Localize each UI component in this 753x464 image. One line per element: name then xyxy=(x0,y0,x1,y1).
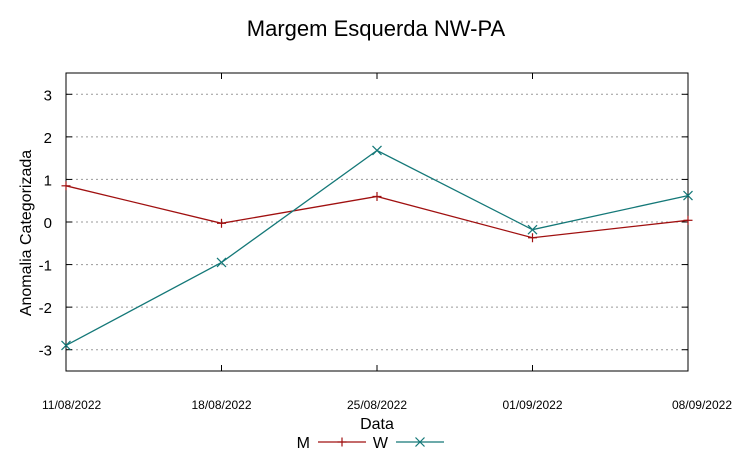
data-point-m xyxy=(683,215,693,225)
y-axis-label: Anomalia Categorizada xyxy=(18,150,35,316)
y-axis-ticks: -3 -2 -1 0 1 2 3 xyxy=(39,87,688,360)
legend-marker-m xyxy=(337,437,347,447)
x-tick-label: 18/08/2022 xyxy=(191,398,251,412)
data-point-w-stroke xyxy=(61,340,71,351)
legend-marker-w xyxy=(415,437,425,447)
data-point-w-stroke xyxy=(216,257,227,268)
y-tick-label: -2 xyxy=(39,300,52,317)
x-axis-label: Data xyxy=(360,416,394,433)
x-tick-label: 11/08/2022 xyxy=(42,398,101,412)
y-tick-label: -3 xyxy=(39,343,52,360)
y-tick-label: 0 xyxy=(44,215,52,232)
x-tick-label: 25/08/2022 xyxy=(347,398,407,412)
y-tick-label: -1 xyxy=(39,258,52,275)
data-point-m xyxy=(528,233,537,243)
data-point-w xyxy=(216,257,227,268)
y-tick-label: 3 xyxy=(44,87,52,104)
y-tick-label: 2 xyxy=(44,130,52,147)
grid-lines xyxy=(66,93,688,351)
x-tick-label: 08/09/2022 xyxy=(672,398,732,412)
data-point-w-stroke xyxy=(527,224,538,235)
legend-label-m: M xyxy=(297,435,310,452)
data-point-w xyxy=(527,224,538,235)
data-point-m xyxy=(217,218,226,228)
data-point-w xyxy=(61,340,71,351)
x-tick-label: 01/09/2022 xyxy=(502,398,562,412)
legend-marker-w-stroke xyxy=(415,437,425,447)
data-point-w xyxy=(372,145,382,156)
data-point-w-stroke xyxy=(683,190,693,201)
data-point-w xyxy=(683,190,693,201)
data-point-m xyxy=(372,191,382,201)
data-point-m xyxy=(61,181,71,191)
x-axis-ticks: 11/08/2022 18/08/2022 25/08/2022 01/09/2022… xyxy=(42,73,732,412)
legend-label-w: W xyxy=(373,435,389,452)
data-point-w-stroke xyxy=(372,145,382,156)
chart-title: Margem Esquerda NW-PA xyxy=(247,16,506,41)
y-tick-label: 1 xyxy=(44,172,52,189)
series-group xyxy=(61,145,693,351)
